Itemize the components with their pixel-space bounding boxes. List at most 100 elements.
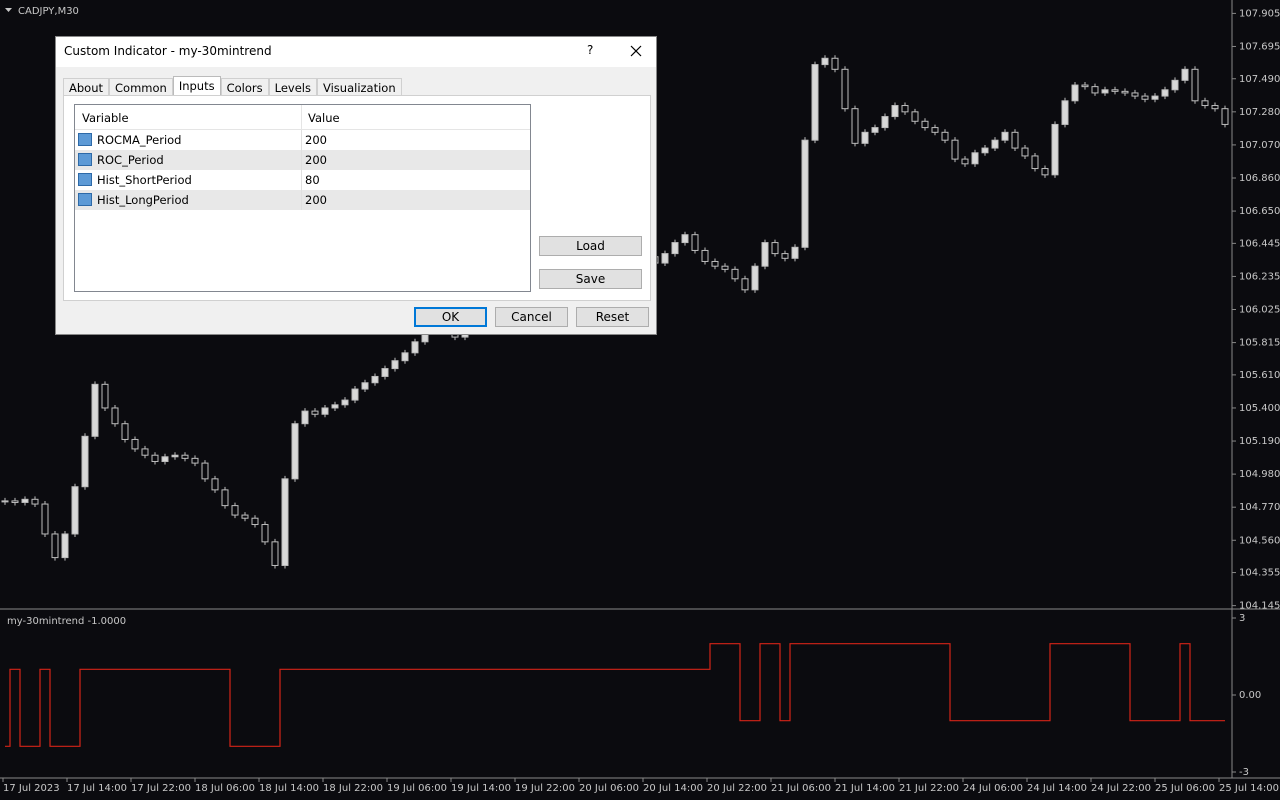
candle (1171, 79, 1179, 91)
candle (1141, 95, 1149, 100)
candle (1221, 108, 1229, 125)
tab-panel: Variable Value ROCMA_Period 200 ROC_Period… (63, 95, 651, 301)
candle (1131, 92, 1139, 97)
tab[interactable]: Colors (220, 78, 269, 97)
y-tick-label: 106.025 (1239, 305, 1280, 316)
cell-divider (301, 170, 302, 190)
param-name: ROCMA_Period (97, 133, 182, 147)
candle (211, 478, 219, 491)
candle (851, 108, 859, 144)
x-tick-label: 20 Jul 06:00 (579, 783, 639, 794)
candle (231, 505, 239, 516)
y-tick-label: 104.560 (1239, 535, 1280, 546)
candle (1191, 68, 1199, 102)
candle (971, 152, 979, 165)
candle (1041, 168, 1049, 176)
y-tick-label: 104.770 (1239, 502, 1280, 513)
cancel-button[interactable]: Cancel (495, 307, 568, 327)
candle (791, 246, 799, 259)
indicator-line (5, 643, 1225, 747)
tab[interactable]: Visualization (316, 78, 402, 97)
candle (1161, 89, 1169, 97)
load-button[interactable]: Load (539, 236, 642, 256)
candle (861, 131, 869, 144)
candle (1071, 84, 1079, 102)
reset-button[interactable]: Reset (576, 307, 649, 327)
candle (161, 456, 169, 463)
candle (41, 503, 49, 535)
candle (1001, 131, 1009, 141)
candle (931, 127, 939, 133)
y-tick-label: 106.650 (1239, 206, 1280, 217)
candle (371, 375, 379, 384)
candle (381, 368, 389, 377)
param-value: 200 (305, 193, 327, 207)
cell-divider (301, 190, 302, 210)
indicator-label: my-30mintrend -1.0000 (7, 616, 126, 627)
candle (291, 423, 299, 480)
table-row[interactable]: ROC_Period 200 (75, 150, 530, 170)
menu-arrow[interactable] (5, 8, 12, 12)
tab[interactable]: Common (109, 78, 173, 97)
candle (911, 111, 919, 122)
candle (21, 498, 29, 503)
candle (981, 147, 989, 154)
candle (1211, 105, 1219, 110)
candle (901, 105, 909, 113)
candle (61, 533, 69, 559)
x-tick-label: 17 Jul 22:00 (131, 783, 191, 794)
candle (801, 139, 809, 248)
candle (1111, 89, 1119, 92)
candle (1021, 147, 1029, 157)
candle (91, 383, 99, 437)
save-button[interactable]: Save (539, 269, 642, 289)
candle (891, 105, 899, 118)
candle (961, 158, 969, 165)
candle (1101, 89, 1109, 94)
column-header[interactable]: Value (308, 111, 340, 125)
x-tick-label: 17 Jul 2023 (3, 783, 60, 794)
close-button[interactable] (630, 45, 642, 57)
x-tick-label: 21 Jul 06:00 (771, 783, 831, 794)
chart-symbol: CADJPY,M30 (18, 6, 79, 17)
candle (221, 489, 229, 507)
candle (191, 457, 199, 464)
column-header[interactable]: Variable (82, 111, 129, 125)
candle (301, 410, 309, 425)
x-tick-label: 24 Jul 06:00 (963, 783, 1023, 794)
candle (311, 410, 319, 415)
candle (271, 541, 279, 566)
tab[interactable]: About (63, 78, 110, 97)
candle (751, 265, 759, 291)
x-tick-label: 25 Jul 14:00 (1219, 783, 1279, 794)
table-row[interactable]: Hist_LongPeriod 200 (75, 190, 530, 210)
candle (401, 352, 409, 362)
y-tick-label: 3 (1239, 613, 1245, 624)
y-tick-label: 105.190 (1239, 436, 1280, 447)
inputs-table: Variable Value ROCMA_Period 200 ROC_Period… (74, 104, 531, 292)
y-tick-label: 106.235 (1239, 271, 1280, 282)
candle (111, 407, 119, 425)
candle (1181, 68, 1189, 81)
tab[interactable]: Levels (268, 78, 317, 97)
y-tick-label: 105.400 (1239, 403, 1280, 414)
table-row[interactable]: Hist_ShortPeriod 80 (75, 170, 530, 190)
ok-button[interactable]: OK (414, 307, 487, 327)
x-tick-label: 21 Jul 14:00 (835, 783, 895, 794)
table-row[interactable]: ROCMA_Period 200 (75, 130, 530, 150)
x-tick-label: 25 Jul 06:00 (1155, 783, 1215, 794)
y-tick-label: 104.980 (1239, 469, 1280, 480)
x-tick-label: 18 Jul 06:00 (195, 783, 255, 794)
candle (71, 486, 79, 535)
candle (201, 462, 209, 480)
y-tick-label: 105.815 (1239, 338, 1280, 349)
candle (1151, 95, 1159, 100)
candle (351, 388, 359, 401)
help-button[interactable]: ? (587, 43, 594, 57)
candle (361, 382, 369, 390)
tab[interactable]: Inputs (172, 76, 221, 98)
y-tick-label: 106.860 (1239, 173, 1280, 184)
candle (741, 278, 749, 291)
candle (1051, 123, 1059, 176)
